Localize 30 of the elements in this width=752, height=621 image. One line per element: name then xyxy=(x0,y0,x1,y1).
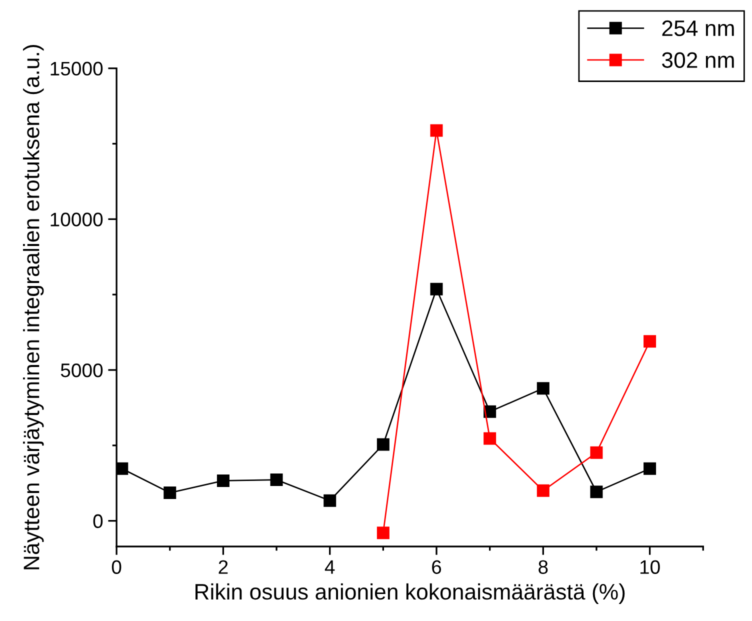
x-tick-label: 10 xyxy=(640,560,660,574)
point xyxy=(164,486,176,500)
point xyxy=(116,462,128,475)
legend-label: 254 nm xyxy=(662,20,734,36)
point xyxy=(590,486,603,498)
point xyxy=(590,446,603,459)
legend-label: 302 nm xyxy=(662,52,734,68)
x-tick-label: 4 xyxy=(324,560,335,574)
point xyxy=(376,526,390,540)
y-axis-title: Näytteen värjäytyminen integraalien erotuksena (a.u.) xyxy=(23,45,44,570)
point xyxy=(324,494,336,507)
point xyxy=(430,124,443,137)
point xyxy=(484,432,496,445)
x-tick-label: 6 xyxy=(432,560,442,574)
y-tick-label: 10000 xyxy=(50,212,103,226)
point xyxy=(216,474,230,487)
y-tick-label: 5000 xyxy=(60,363,103,378)
x-tick-label: 8 xyxy=(538,560,548,574)
point xyxy=(430,282,443,296)
x-axis-title: Rikin osuus anionien kokonaismäärästä (%) xyxy=(196,583,625,604)
x-tick-label: 0 xyxy=(112,560,122,574)
y-tick-label: 15000 xyxy=(50,62,103,76)
point xyxy=(376,438,390,451)
point xyxy=(270,474,283,486)
point xyxy=(536,484,550,497)
x-tick-label: 2 xyxy=(218,560,228,574)
point xyxy=(644,335,656,348)
y-tick-label: 0 xyxy=(93,514,103,528)
point xyxy=(644,462,656,475)
point xyxy=(536,382,550,395)
